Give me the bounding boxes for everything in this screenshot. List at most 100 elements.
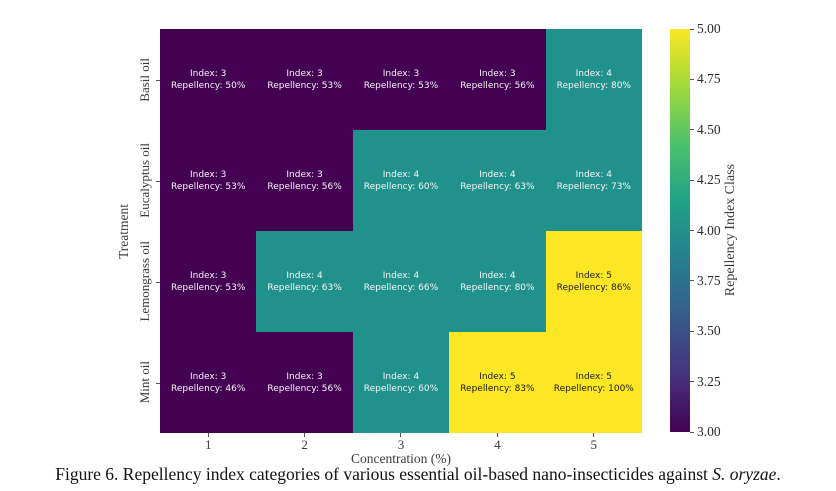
cell-index-label: Index: 3 — [382, 68, 420, 79]
heatmap-cell-lemongrass-1: Index: 3 Repellency: 53% — [160, 231, 257, 332]
y-tick-basil-oil: Basil oil — [132, 29, 160, 130]
heatmap-cell-mint-3: Index: 4 Repellency: 60% — [352, 332, 450, 433]
x-axis-label: Concentration (%) — [350, 451, 452, 466]
heatmap-cell-lemongrass-2: Index: 4 Repellency: 63% — [256, 231, 353, 332]
heatmap-cell-mint-5: Index: 5 Repellency: 100% — [545, 332, 642, 433]
cell-index-label: Index: 4 — [575, 68, 612, 79]
cell-index-label: Index: 4 — [382, 371, 420, 382]
colorbar-ticks: 5.00 4.75 4.50 4.25 4.00 3.75 3.50 3.25 … — [690, 21, 740, 439]
heatmap-cell-mint-1: Index: 3 Repellency: 46% — [160, 332, 257, 433]
colorbar-gradient — [670, 29, 690, 432]
figure-caption: Figure 6. Repellency index categories of… — [0, 464, 836, 485]
caption-text: Figure 6. Repellency index categories of… — [55, 464, 713, 484]
tick-mark — [690, 78, 694, 80]
heatmap-cell-eucalyptus-3: Index: 4 Repellency: 60% — [352, 130, 450, 231]
tick-mark — [690, 280, 694, 282]
tick-mark — [690, 381, 694, 383]
colorbar-label: Repellency Index Class — [722, 29, 740, 432]
cell-repellency-label: Repellency: 56% — [267, 181, 342, 192]
heatmap-cell-basil-5: Index: 4 Repellency: 80% — [545, 29, 642, 130]
caption-period: . — [776, 464, 781, 484]
cell-repellency-label: Repellency: 53% — [267, 80, 342, 91]
x-tick-2: 2 — [256, 433, 352, 453]
cell-index-label: Index: 3 — [189, 169, 227, 180]
tick-mark — [690, 129, 694, 131]
tick-mark — [690, 431, 694, 433]
cell-index-label: Index: 4 — [575, 169, 612, 180]
cell-repellency-label: Repellency: 73% — [556, 181, 631, 192]
caption-species-italic: S. oryzae — [712, 464, 777, 484]
cell-index-label: Index: 3 — [286, 68, 323, 79]
cell-index-label: Index: 3 — [479, 68, 516, 79]
heatmap-cell-eucalyptus-2: Index: 3 Repellency: 56% — [256, 130, 353, 231]
cell-repellency-label: Repellency: 60% — [363, 181, 439, 192]
tick-mark — [690, 230, 694, 231]
colorbar-tick-4.25: 4.25 — [690, 172, 721, 188]
heatmap-cell-basil-1: Index: 3 Repellency: 50% — [160, 29, 257, 130]
heatmap-cell-mint-4: Index: 5 Repellency: 83% — [449, 332, 546, 433]
colorbar-tick-3.75: 3.75 — [690, 273, 721, 289]
tick-mark — [400, 433, 402, 437]
x-tick-4: 4 — [449, 433, 545, 453]
x-tick-3: 3 — [353, 433, 449, 453]
cell-repellency-label: Repellency: 56% — [460, 80, 535, 91]
cell-index-label: Index: 5 — [479, 371, 516, 382]
cell-repellency-label: Repellency: 80% — [556, 80, 631, 91]
cell-index-label: Index: 3 — [286, 169, 323, 180]
heatmap-cell-mint-2: Index: 3 Repellency: 56% — [256, 332, 353, 433]
heatmap-cell-eucalyptus-1: Index: 3 Repellency: 53% — [160, 130, 257, 231]
cell-index-label: Index: 5 — [575, 270, 612, 281]
colorbar-tick-3.25: 3.25 — [690, 374, 721, 390]
cell-repellency-label: Repellency: 83% — [460, 383, 535, 394]
cell-index-label: Index: 3 — [286, 371, 323, 382]
cell-repellency-label: Repellency: 63% — [267, 282, 342, 293]
x-tick-1: 1 — [160, 433, 256, 453]
tick-mark — [593, 433, 595, 437]
heatmap-cell-lemongrass-5: Index: 5 Repellency: 86% — [545, 231, 642, 332]
tick-mark — [207, 433, 209, 437]
cell-repellency-label: Repellency: 66% — [363, 282, 439, 293]
colorbar-label-text: Repellency Index Class — [723, 164, 738, 297]
colorbar-tick-3.50: 3.50 — [690, 323, 721, 339]
tick-mark — [690, 28, 694, 30]
cell-repellency-label: Repellency: 80% — [460, 282, 535, 293]
colorbar-tick-5.00: 5.00 — [690, 21, 721, 37]
cell-repellency-label: Repellency: 46% — [170, 383, 246, 394]
cell-index-label: Index: 4 — [382, 270, 420, 281]
tick-mark — [690, 179, 694, 181]
x-tick-5: 5 — [546, 433, 642, 453]
y-tick-mint-oil: Mint oil — [132, 332, 160, 433]
heatmap-cell-basil-4: Index: 3 Repellency: 56% — [449, 29, 546, 130]
cell-repellency-label: Repellency: 86% — [556, 282, 631, 293]
heatmap-cell-basil-2: Index: 3 Repellency: 53% — [256, 29, 353, 130]
cell-index-label: Index: 4 — [286, 270, 323, 281]
cell-repellency-label: Repellency: 50% — [170, 80, 246, 91]
cell-index-label: Index: 3 — [189, 270, 227, 281]
colorbar-tick-3.00: 3.00 — [690, 424, 721, 440]
cell-repellency-label: Repellency: 100% — [553, 383, 634, 394]
heatmap-cell-lemongrass-3: Index: 4 Repellency: 66% — [352, 231, 450, 332]
tick-mark — [304, 433, 306, 437]
cell-repellency-label: Repellency: 56% — [267, 383, 342, 394]
cell-index-label: Index: 3 — [189, 68, 227, 79]
x-axis-ticks: 1 2 3 4 5 — [160, 433, 642, 453]
cell-index-label: Index: 5 — [575, 371, 612, 382]
cell-repellency-label: Repellency: 63% — [460, 181, 535, 192]
cell-index-label: Index: 4 — [479, 169, 516, 180]
colorbar-tick-4.50: 4.50 — [690, 122, 721, 138]
tick-mark — [496, 433, 498, 437]
tick-mark — [690, 330, 694, 332]
cell-index-label: Index: 4 — [479, 270, 516, 281]
heatmap-grid: Index: 3 Repellency: 50% Index: 3 Repellen… — [160, 29, 642, 433]
y-axis-ticks: Basil oil Eucalyptus oil Lemongrass oil … — [132, 29, 160, 433]
cell-repellency-label: Repellency: 60% — [363, 383, 439, 394]
y-tick-eucalyptus-oil: Eucalyptus oil — [132, 130, 160, 231]
colorbar-tick-4.00: 4.00 — [690, 223, 721, 239]
heatmap-cell-eucalyptus-5: Index: 4 Repellency: 73% — [545, 130, 642, 231]
cell-repellency-label: Repellency: 53% — [363, 80, 439, 91]
cell-repellency-label: Repellency: 53% — [170, 181, 246, 192]
y-tick-lemongrass-oil: Lemongrass oil — [132, 231, 160, 332]
cell-repellency-label: Repellency: 53% — [170, 282, 246, 293]
colorbar-tick-4.75: 4.75 — [690, 71, 721, 87]
